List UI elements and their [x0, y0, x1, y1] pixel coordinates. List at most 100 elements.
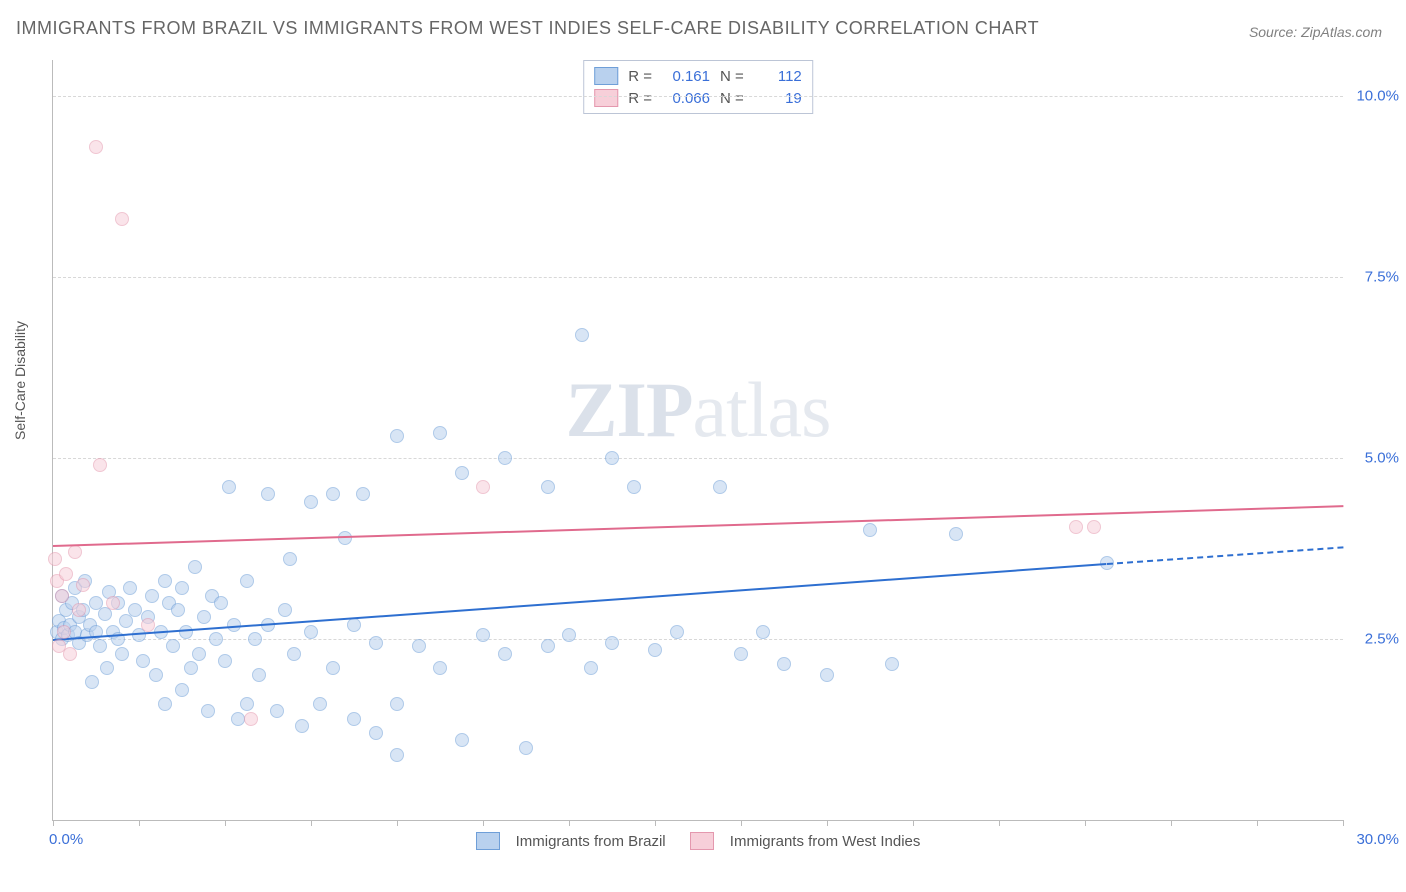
- data-point: [57, 625, 71, 639]
- chart-title: IMMIGRANTS FROM BRAZIL VS IMMIGRANTS FRO…: [16, 18, 1039, 39]
- data-point: [115, 212, 129, 226]
- r-value-westindies: 0.066: [662, 90, 710, 107]
- data-point: [885, 657, 899, 671]
- x-tick: [397, 820, 398, 826]
- data-point: [214, 596, 228, 610]
- data-point: [171, 603, 185, 617]
- data-point: [166, 639, 180, 653]
- data-point: [326, 661, 340, 675]
- data-point: [278, 603, 292, 617]
- n-value-westindies: 19: [754, 90, 802, 107]
- data-point: [949, 527, 963, 541]
- data-point: [326, 487, 340, 501]
- watermark-atlas: atlas: [693, 366, 831, 453]
- data-point: [192, 647, 206, 661]
- data-point: [248, 632, 262, 646]
- data-point: [356, 487, 370, 501]
- r-label: R =: [628, 68, 652, 85]
- y-tick-label: 10.0%: [1356, 88, 1399, 105]
- data-point: [115, 647, 129, 661]
- data-point: [175, 683, 189, 697]
- data-point: [498, 451, 512, 465]
- data-point: [188, 560, 202, 574]
- data-point: [605, 636, 619, 650]
- data-point: [390, 429, 404, 443]
- data-point: [123, 581, 137, 595]
- data-point: [136, 654, 150, 668]
- n-label: N =: [720, 90, 744, 107]
- r-value-brazil: 0.161: [662, 68, 710, 85]
- r-label: R =: [628, 90, 652, 107]
- x-tick: [483, 820, 484, 826]
- gridline-h: [53, 277, 1343, 278]
- data-point: [433, 661, 447, 675]
- data-point: [390, 697, 404, 711]
- data-point: [55, 589, 69, 603]
- y-tick-label: 5.0%: [1365, 450, 1399, 467]
- x-tick: [1257, 820, 1258, 826]
- x-tick: [741, 820, 742, 826]
- data-point: [820, 668, 834, 682]
- swatch-westindies: [594, 89, 618, 107]
- data-point: [240, 574, 254, 588]
- x-tick: [311, 820, 312, 826]
- x-tick: [53, 820, 54, 826]
- data-point: [476, 480, 490, 494]
- data-point: [209, 632, 223, 646]
- series-name-westindies: Immigrants from West Indies: [730, 833, 921, 850]
- trend-line: [53, 505, 1343, 547]
- data-point: [863, 523, 877, 537]
- data-point: [756, 625, 770, 639]
- data-point: [1069, 520, 1083, 534]
- data-point: [605, 451, 619, 465]
- gridline-h: [53, 639, 1343, 640]
- data-point: [179, 625, 193, 639]
- data-point: [313, 697, 327, 711]
- data-point: [93, 639, 107, 653]
- data-point: [295, 719, 309, 733]
- data-point: [240, 697, 254, 711]
- data-point: [476, 628, 490, 642]
- data-point: [270, 704, 284, 718]
- data-point: [261, 487, 275, 501]
- data-point: [59, 567, 73, 581]
- x-tick: [999, 820, 1000, 826]
- gridline-h: [53, 458, 1343, 459]
- y-tick-label: 2.5%: [1365, 631, 1399, 648]
- x-axis-start: 0.0%: [49, 831, 83, 848]
- data-point: [252, 668, 266, 682]
- data-point: [76, 578, 90, 592]
- data-point: [244, 712, 258, 726]
- data-point: [197, 610, 211, 624]
- data-point: [72, 603, 86, 617]
- data-point: [433, 426, 447, 440]
- watermark: ZIPatlas: [566, 365, 831, 455]
- data-point: [347, 712, 361, 726]
- data-point: [304, 495, 318, 509]
- data-point: [347, 618, 361, 632]
- data-point: [158, 697, 172, 711]
- data-point: [541, 480, 555, 494]
- data-point: [390, 748, 404, 762]
- y-tick-label: 7.5%: [1365, 269, 1399, 286]
- data-point: [627, 480, 641, 494]
- data-point: [498, 647, 512, 661]
- source-label: Source: ZipAtlas.com: [1249, 24, 1382, 40]
- swatch-brazil: [594, 67, 618, 85]
- data-point: [218, 654, 232, 668]
- data-point: [175, 581, 189, 595]
- data-point: [141, 618, 155, 632]
- data-point: [89, 140, 103, 154]
- swatch-westindies-bottom: [690, 832, 714, 850]
- data-point: [412, 639, 426, 653]
- data-point: [184, 661, 198, 675]
- data-point: [519, 741, 533, 755]
- x-tick: [827, 820, 828, 826]
- data-point: [85, 675, 99, 689]
- data-point: [304, 625, 318, 639]
- x-tick: [1085, 820, 1086, 826]
- data-point: [670, 625, 684, 639]
- data-point: [201, 704, 215, 718]
- x-axis-end: 30.0%: [1356, 831, 1399, 848]
- data-point: [369, 726, 383, 740]
